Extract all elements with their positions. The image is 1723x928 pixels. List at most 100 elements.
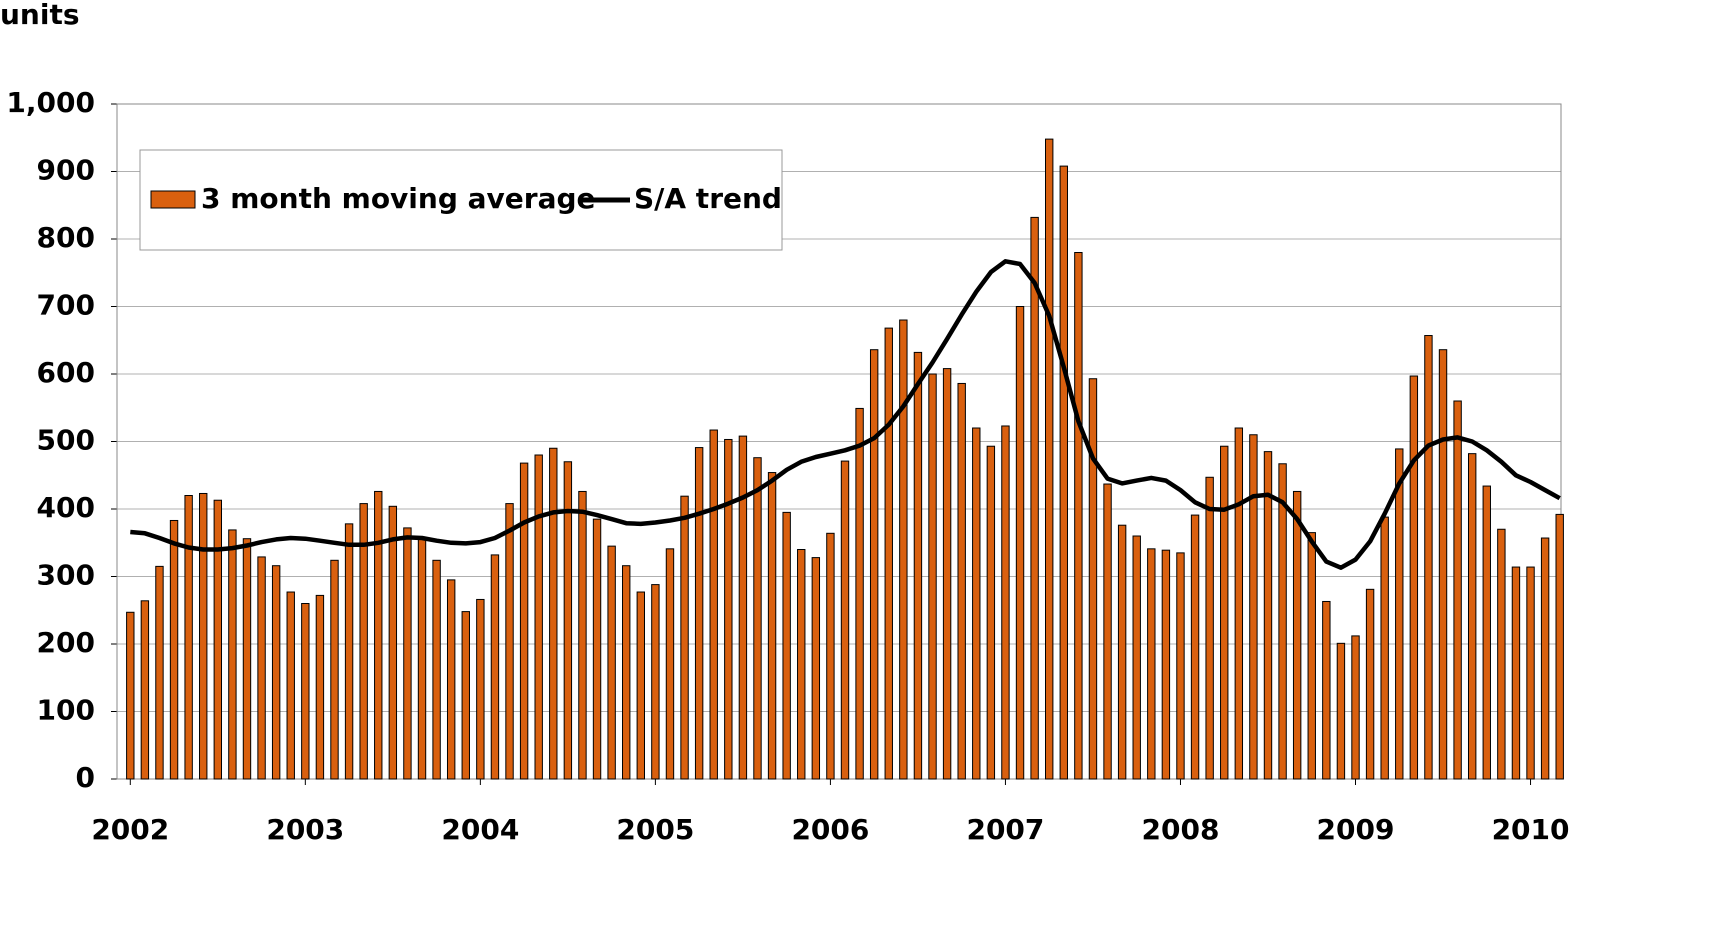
bar <box>213 499 223 780</box>
bar <box>1307 532 1316 780</box>
bar <box>534 454 543 780</box>
bar <box>680 495 689 780</box>
bar <box>1205 476 1214 780</box>
bar <box>344 523 354 780</box>
bar <box>1074 252 1083 780</box>
bar <box>636 591 645 780</box>
y-tick-label: 800 <box>37 221 95 254</box>
bar <box>505 503 514 780</box>
bar <box>578 490 587 780</box>
bar <box>549 447 558 780</box>
bar <box>1555 513 1564 780</box>
bar <box>724 438 733 780</box>
bar <box>811 557 821 780</box>
bar <box>1322 600 1331 780</box>
bar <box>1540 537 1550 780</box>
bar <box>607 545 616 780</box>
bar <box>1438 349 1448 780</box>
bar <box>753 457 762 780</box>
y-tick-label: 500 <box>37 424 95 457</box>
bar <box>301 603 310 780</box>
bar <box>563 461 573 780</box>
bar <box>417 538 427 780</box>
bar <box>884 327 893 780</box>
y-tick-label: 200 <box>37 626 95 659</box>
bar <box>1263 451 1273 780</box>
bar <box>928 373 937 780</box>
bar <box>1234 427 1244 780</box>
bar <box>228 529 237 780</box>
y-tick-label: 100 <box>37 694 95 727</box>
trend-line <box>130 259 1561 570</box>
bar <box>1497 528 1506 780</box>
bar <box>1088 378 1098 780</box>
bar <box>957 382 966 780</box>
bar <box>257 556 266 780</box>
bar <box>1380 516 1389 780</box>
bar <box>1467 453 1477 780</box>
y-tick-label: 400 <box>37 491 95 524</box>
bar <box>1030 216 1039 780</box>
bar <box>1001 425 1010 780</box>
bar <box>869 349 879 780</box>
bar <box>140 600 150 780</box>
bar <box>388 505 398 780</box>
bar <box>1395 448 1404 780</box>
bar <box>665 548 675 780</box>
bar <box>403 527 412 780</box>
x-tick-label: 2007 <box>966 813 1044 846</box>
bar <box>1526 566 1535 780</box>
bar <box>1453 400 1462 780</box>
bar <box>913 351 923 780</box>
bar <box>242 538 252 780</box>
bar <box>155 565 164 780</box>
bar <box>1482 485 1491 780</box>
bar <box>1161 549 1171 780</box>
bar <box>126 611 135 780</box>
bar <box>899 319 908 780</box>
legend-swatch <box>150 190 196 209</box>
x-tick-label: 2003 <box>266 813 344 846</box>
bar <box>330 559 339 780</box>
bar <box>694 447 704 780</box>
bar <box>738 435 748 780</box>
x-tick-label: 2006 <box>791 813 869 846</box>
bar <box>986 445 996 780</box>
bar <box>1045 138 1054 780</box>
bar <box>432 559 441 780</box>
bar <box>1278 463 1287 780</box>
bar <box>199 492 208 780</box>
bar <box>461 611 470 780</box>
y-tick-label: 1,000 <box>6 86 95 119</box>
bar <box>1117 524 1127 780</box>
bar <box>1292 490 1302 780</box>
plot-frame <box>116 103 1562 780</box>
bar <box>519 462 529 780</box>
legend-box <box>139 149 783 251</box>
bar <box>315 594 325 780</box>
bar <box>1147 548 1156 780</box>
bar <box>1103 483 1112 780</box>
bar <box>1365 588 1375 780</box>
bar <box>1409 375 1419 780</box>
bar <box>1015 306 1025 780</box>
legend-label: 3 month moving average <box>201 182 596 215</box>
x-tick-label: 2009 <box>1317 813 1395 846</box>
legend-label: S/A trend <box>634 182 782 215</box>
bar <box>1220 445 1229 780</box>
bar <box>855 407 864 780</box>
bar <box>797 549 806 780</box>
y-axis-label: units <box>0 0 80 31</box>
bar <box>622 565 631 780</box>
bar <box>1176 552 1185 780</box>
bar <box>1190 514 1200 780</box>
y-tick-label: 700 <box>37 289 95 322</box>
bar <box>169 519 179 780</box>
y-tick-label: 300 <box>37 559 95 592</box>
y-tick-label: 600 <box>37 356 95 389</box>
bar <box>782 511 791 780</box>
bar <box>446 579 456 780</box>
x-tick-label: 2002 <box>91 813 169 846</box>
y-tick-label: 0 <box>76 761 95 794</box>
